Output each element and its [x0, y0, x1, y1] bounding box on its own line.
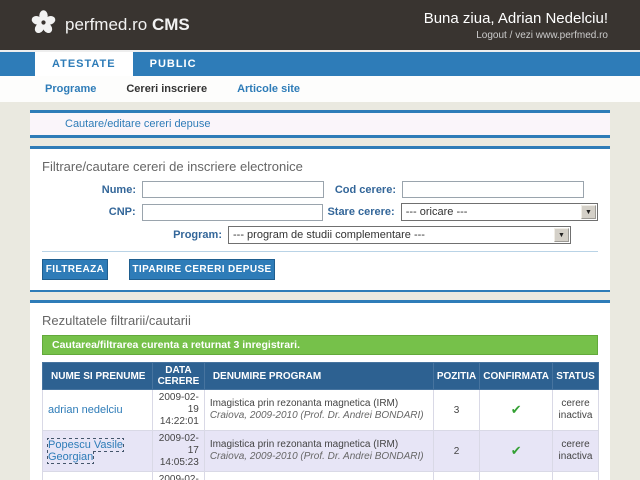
program-detail: Craiova, 2009-2010 (Prof. Dr. Andrei BON…: [209, 451, 424, 462]
cnp-input[interactable]: [141, 203, 323, 221]
cod-cerere-label: Cod cerere:: [334, 183, 396, 196]
col-nume-si-prenume: NUME SI PRENUME: [41, 362, 154, 390]
program-selected-value: --- program de studii complementare ---: [233, 229, 425, 241]
results-table: NUME SI PRENUME DATA CERERE DENUMIRE PRO…: [41, 362, 599, 480]
program-name: Imagistica prin rezonanta magnetica (IRM…: [209, 398, 399, 409]
filter-title: Filtrare/cautare cereri de inscriere ele…: [42, 159, 303, 174]
request-date: 2009-02-17 14:05:23: [152, 430, 205, 472]
table-row: adrian nedelciu 2009-02-19 14:22:01 Imag…: [41, 389, 599, 431]
program-name: Imagistica prin rezonanta magnetica (IRM…: [209, 439, 399, 450]
position-value: 2: [432, 430, 481, 472]
tab-atestate[interactable]: ATESTATE: [35, 52, 133, 76]
col-pozitia: POZITIA: [432, 362, 481, 390]
site-link[interactable]: vezi www.perfmed.ro: [515, 29, 608, 41]
perfmed-logo-icon: [30, 9, 57, 41]
results-summary-banner: Cautarea/filtrarea curenta a returnat 3 …: [42, 335, 598, 355]
cod-cerere-input[interactable]: [402, 181, 584, 198]
divider: [42, 251, 598, 252]
request-date: 2009-02-17 13:10:46: [152, 471, 205, 480]
results-panel: Rezultatele filtrarii/cautarii Cautarea/…: [30, 300, 610, 480]
nume-label: Nume:: [101, 183, 136, 196]
applicant-name-link[interactable]: Popescu Vasile Georgian: [46, 438, 125, 464]
nume-input[interactable]: [142, 181, 324, 198]
status-value: cerere inactiva: [552, 430, 599, 472]
dropdown-arrow-icon[interactable]: ▼: [554, 228, 569, 242]
stare-cerere-select[interactable]: --- oricare --- ▼: [400, 203, 598, 221]
program-label: Program:: [173, 229, 222, 241]
subnav-cereri-inscriere[interactable]: Cereri inscriere: [126, 83, 208, 95]
stare-cerere-label: Stare cerere:: [327, 206, 395, 218]
status-value: cerere inactiva: [552, 471, 599, 480]
applicant-name-link[interactable]: adrian nedelciu: [48, 404, 123, 416]
tiparire-cereri-depuse-button[interactable]: TIPARIRE CERERI DEPUSE: [129, 259, 275, 280]
confirmed-check-icon: ✔: [510, 402, 522, 417]
stare-cerere-selected-value: --- oricare ---: [405, 206, 468, 218]
table-row: Popescu Vasile Georgian 2009-02-17 14:05…: [41, 430, 599, 472]
confirmed-check-icon: ✔: [510, 443, 522, 458]
position-value: 1: [432, 471, 481, 480]
table-header-row: NUME SI PRENUME DATA CERERE DENUMIRE PRO…: [41, 362, 599, 390]
results-title: Rezultatele filtrarii/cautarii: [42, 313, 191, 328]
cnp-label: CNP:: [108, 206, 136, 218]
col-data-cerere: DATA CERERE: [152, 362, 205, 390]
filtreaza-button[interactable]: FILTREAZA: [42, 259, 108, 280]
subnav-articole-site[interactable]: Articole site: [237, 83, 301, 95]
link-separator: /: [506, 29, 516, 41]
position-value: 3: [432, 389, 481, 431]
brand-title: perfmed.ro CMS: [65, 15, 190, 34]
sub-nav: Programe Cereri inscriere Articole site: [0, 76, 640, 102]
program-detail: Craiova, 2009-2010 (Prof. Dr. Andrei BON…: [209, 410, 424, 421]
breadcrumb: Cautare/editare cereri depuse: [30, 110, 610, 138]
main-nav: ATESTATE PUBLIC: [0, 52, 640, 76]
app-header: perfmed.ro CMS Buna ziua, Adrian Nedelci…: [0, 0, 640, 52]
brand: perfmed.ro CMS: [30, 9, 190, 41]
logout-link[interactable]: Logout: [476, 29, 507, 41]
col-denumire-program: DENUMIRE PROGRAM: [203, 362, 434, 390]
table-row: Mihai POPESCU 2009-02-17 13:10:46 Imagis…: [41, 471, 599, 480]
user-greeting: Buna ziua, Adrian Nedelciu!: [423, 9, 608, 27]
status-value: cerere inactiva: [552, 389, 599, 431]
user-area: Buna ziua, Adrian Nedelciu! Logout / vez…: [424, 10, 608, 41]
col-confirmata: CONFIRMATA: [479, 362, 554, 390]
filter-panel: Filtrare/cautare cereri de inscriere ele…: [30, 146, 610, 292]
col-status: STATUS: [552, 362, 599, 390]
tab-public[interactable]: PUBLIC: [149, 58, 197, 70]
dropdown-arrow-icon[interactable]: ▼: [581, 205, 596, 219]
subnav-programe[interactable]: Programe: [45, 83, 97, 95]
request-date: 2009-02-19 14:22:01: [152, 389, 205, 431]
breadcrumb-link[interactable]: Cautare/editare cereri depuse: [65, 118, 211, 130]
program-select[interactable]: --- program de studii complementare --- …: [228, 226, 571, 244]
